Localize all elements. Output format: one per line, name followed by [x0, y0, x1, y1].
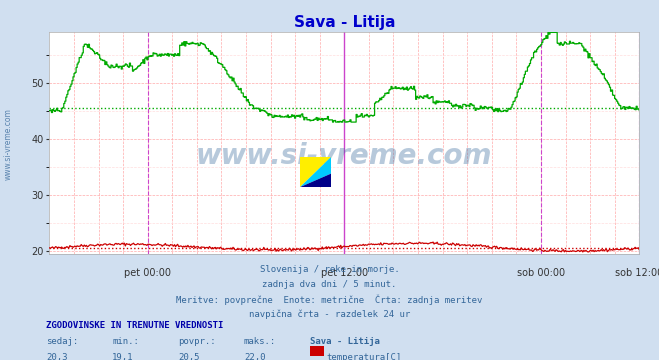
Polygon shape — [300, 157, 331, 187]
Polygon shape — [300, 174, 331, 187]
Text: ZGODOVINSKE IN TRENUTNE VREDNOSTI: ZGODOVINSKE IN TRENUTNE VREDNOSTI — [46, 321, 223, 330]
Text: www.si-vreme.com: www.si-vreme.com — [3, 108, 13, 180]
Text: Slovenija / reke in morje.: Slovenija / reke in morje. — [260, 265, 399, 274]
Text: pet 00:00: pet 00:00 — [125, 268, 171, 278]
Text: Sava - Litija: Sava - Litija — [310, 337, 380, 346]
Text: Meritve: povprečne  Enote: metrične  Črta: zadnja meritev: Meritve: povprečne Enote: metrične Črta:… — [177, 295, 482, 305]
Text: povpr.:: povpr.: — [178, 337, 215, 346]
Text: temperatura[C]: temperatura[C] — [327, 353, 402, 360]
Text: 20,3: 20,3 — [46, 353, 68, 360]
Text: pet 12:00: pet 12:00 — [321, 268, 368, 278]
Text: 20,5: 20,5 — [178, 353, 200, 360]
Text: 22,0: 22,0 — [244, 353, 266, 360]
Text: 19,1: 19,1 — [112, 353, 134, 360]
Text: www.si-vreme.com: www.si-vreme.com — [196, 143, 492, 170]
Title: Sava - Litija: Sava - Litija — [293, 15, 395, 30]
Text: zadnja dva dni / 5 minut.: zadnja dva dni / 5 minut. — [262, 280, 397, 289]
Polygon shape — [300, 157, 331, 187]
Text: maks.:: maks.: — [244, 337, 276, 346]
Text: sob 00:00: sob 00:00 — [517, 268, 565, 278]
Text: navpična črta - razdelek 24 ur: navpična črta - razdelek 24 ur — [249, 310, 410, 319]
Text: min.:: min.: — [112, 337, 139, 346]
Text: sob 12:00: sob 12:00 — [615, 268, 659, 278]
Text: sedaj:: sedaj: — [46, 337, 78, 346]
